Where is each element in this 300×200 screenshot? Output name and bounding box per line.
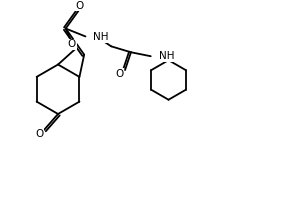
Text: O: O <box>68 39 76 49</box>
Text: O: O <box>35 129 44 139</box>
Text: O: O <box>115 69 123 79</box>
Text: NH: NH <box>159 51 174 61</box>
Text: NH: NH <box>93 32 109 42</box>
Text: O: O <box>75 1 84 11</box>
